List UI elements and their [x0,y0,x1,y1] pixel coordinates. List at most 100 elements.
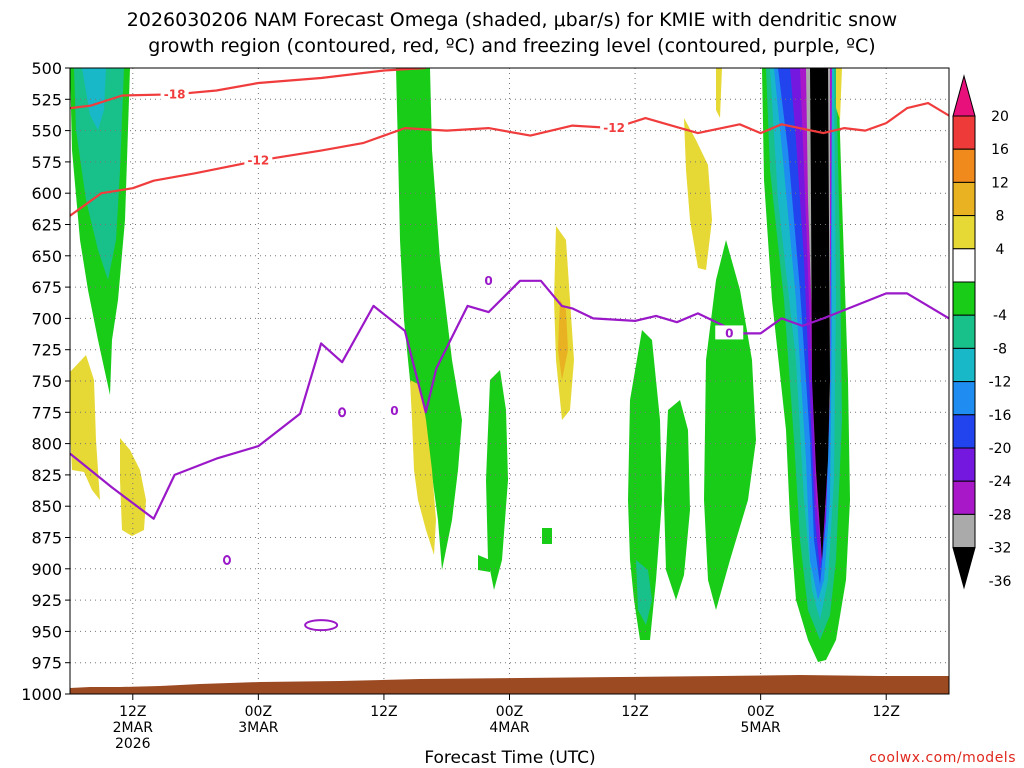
y-tick-label: 550 [31,122,62,141]
contour-label: -12 [603,121,625,135]
y-tick-label: 525 [31,90,62,109]
omega-region-mid-orange [558,300,568,380]
omega-region-late-green-3 [704,240,756,610]
x-tick-label: 00Z [245,704,272,720]
colorbar-bin [952,181,976,217]
contour-label: 0 [484,274,492,288]
omega-region-late-green-2 [664,400,690,600]
colorbar-bin [952,480,976,515]
y-tick-label: 975 [31,654,62,673]
omega-shading [70,68,850,662]
colorbar-label: -28 [989,507,1012,523]
freezing-contour-island [304,619,339,632]
colorbar: 20 16 12 8 4 -4 -8 -12 -16 -20 -24 -28 -32 -36 [952,74,1012,590]
x-tick-label: 00Z [496,704,523,720]
colorbar-label: -32 [989,541,1012,557]
y-tick-label: 925 [31,591,62,610]
colorbar-label: -20 [989,441,1012,457]
x-tick-label: 5MAR [740,720,781,736]
contour-line [70,102,949,217]
colorbar-bin [952,447,976,482]
y-tick-label: 800 [31,435,62,454]
colorbar-bin [952,281,976,316]
colorbar-top-arrow [952,74,976,117]
colorbar-bin [952,414,976,449]
colorbar-label: -16 [989,408,1012,424]
contour-line [70,279,949,520]
y-axis: 500 525 550 575 600 625 650 675 700 725 750 775 800 8… [21,59,70,704]
y-tick-label: 725 [31,341,62,360]
omega-region-mid-green-2 [486,370,508,590]
omega-region-early-teal [74,68,124,280]
omega-region-strong-black [810,68,830,560]
y-tick-label: 625 [31,216,62,235]
contour-label-bg [474,272,503,287]
omega-region-early-yellow-2 [120,438,146,536]
contours: -18 -12 -12 0 0 0 [70,68,949,632]
colorbar-bin [952,513,976,549]
contour-line [70,68,426,110]
colorbar-label: -8 [993,341,1007,357]
x-tick-label: 00Z [747,704,774,720]
x-tick-label: 12Z [119,704,146,720]
x-tick-label: 12Z [370,704,397,720]
y-tick-label: 875 [31,529,62,548]
x-tick-label: 2026 [115,736,151,752]
colorbar-label: -36 [989,574,1012,590]
colorbar-bin [952,347,976,383]
y-tick-label: 500 [31,59,62,78]
colorbar-bin [952,215,976,250]
omega-region-strong-yellow [836,68,842,120]
contour-label-bg [244,152,273,167]
y-tick-label: 775 [31,403,62,422]
colorbar-bin [952,381,976,416]
y-tick-label: 825 [31,466,62,485]
colorbar-label: -12 [989,375,1012,391]
omega-region-late-teal-1 [636,560,652,625]
omega-region-early-cyan [82,68,106,130]
omega-region-late-yellow-1 [684,118,712,270]
freezing-contour-island [222,555,231,566]
terrain-ground [70,675,949,694]
y-tick-label: 950 [31,622,62,641]
x-tick-label: 12Z [873,704,900,720]
contour-label-bg [160,86,189,101]
colorbar-label: -4 [993,308,1007,324]
y-tick-label: 850 [31,497,62,516]
colorbar-label: 20 [991,109,1009,125]
y-tick-label: 750 [31,372,62,391]
y-tick-label: 600 [31,184,62,203]
contour-label: 0 [725,326,733,340]
x-axis-title: Forecast Time (UTC) [424,748,595,768]
colorbar-label: 12 [991,175,1009,191]
contour-label-bg [600,120,629,135]
chart-title-line-1: 2026030206 NAM Forecast Omega (shaded, μ… [127,9,897,31]
colorbar-bin [952,248,976,283]
freezing-contour-island [338,407,347,418]
y-tick-label: 900 [31,560,62,579]
x-tick-label: 4MAR [489,720,530,736]
colorbar-label: -24 [989,474,1012,490]
contour-label-bg [380,403,409,418]
y-tick-label: 675 [31,278,62,297]
y-tick-label: 700 [31,309,62,328]
omega-region-mid-green-3 [478,555,490,572]
omega-region-mid-yellow-1 [410,380,436,555]
y-tick-label: 575 [31,153,62,172]
contour-label: 0 [390,404,398,418]
x-tick-label: 12Z [621,704,648,720]
x-tick-label: 3MAR [238,720,279,736]
contour-label: -12 [248,154,270,168]
colorbar-bin [952,115,976,150]
omega-region-mid-green-1 [396,68,462,570]
credit-text: coolwx.com/models [869,750,1016,766]
colorbar-bottom-arrow [952,547,976,590]
colorbar-bin [952,148,976,183]
colorbar-label: 16 [991,142,1009,158]
omega-region-late-yellow-2 [716,68,722,118]
contour-label: -18 [164,87,186,101]
y-tick-label: 1000 [21,685,62,704]
omega-region-early-yellow-1 [70,355,100,500]
